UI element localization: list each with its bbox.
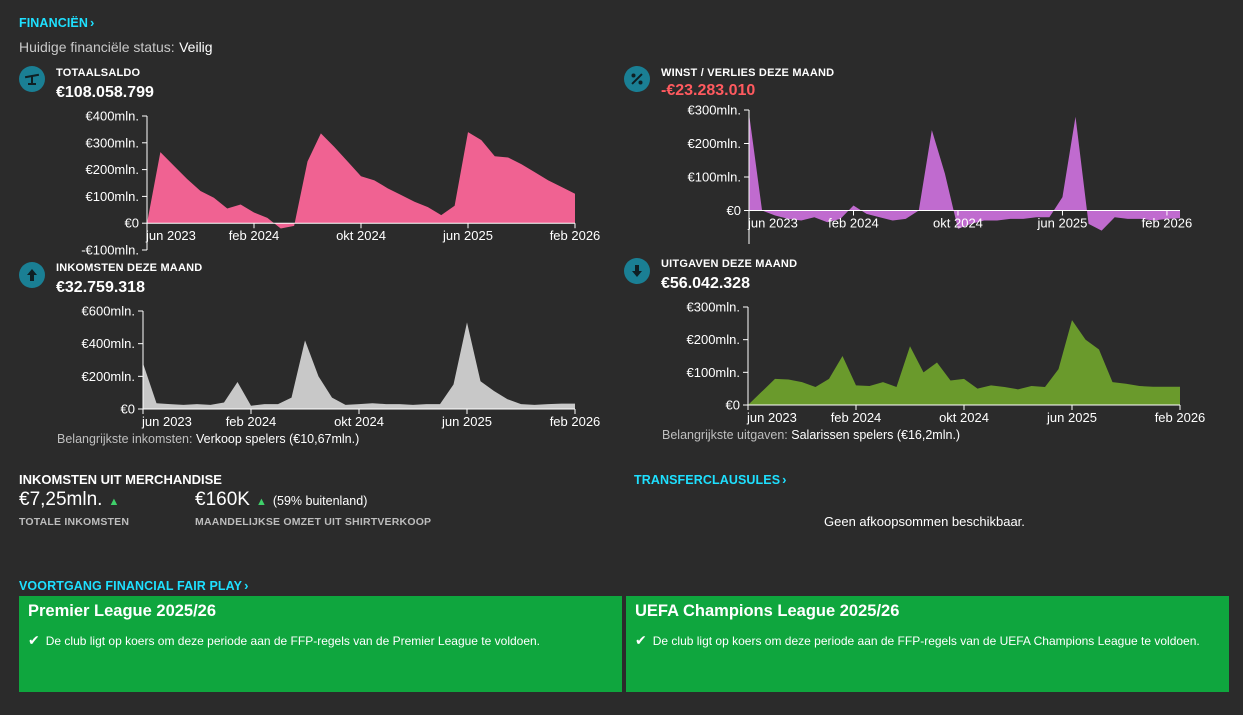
profit-chart: €0 €100mln. €200mln. €300mln. jun 2023 feb 20…: [688, 103, 1193, 244]
transferclausules-link-label: TRANSFERCLAUSULES: [634, 473, 781, 487]
expenses-value: €56.042.328: [661, 275, 750, 292]
x-tick-label: feb 2024: [226, 414, 277, 429]
profit-title: WINST / VERLIES DEZE MAAND: [661, 67, 835, 79]
merch-abroad-note: (59% buitenland): [272, 494, 368, 508]
expense-note-value: Salarissen spelers (€16,2mln.): [791, 428, 961, 442]
y-tick-label: €300mln.: [688, 103, 741, 118]
trend-up-icon: ▲: [108, 496, 120, 508]
x-tick-label: feb 2024: [831, 410, 882, 425]
x-tick-label: feb 2026: [1155, 410, 1206, 425]
y-tick-label: €400mln.: [82, 336, 135, 351]
merch-monthly: €160K ▲ (59% buitenland): [195, 489, 367, 511]
income-value: €32.759.318: [56, 279, 145, 296]
transfer-empty-message: Geen afkoopsommen beschikbaar.: [824, 514, 1025, 529]
balance-scale-icon: [19, 66, 45, 92]
ffp-premier-league-box: Premier League 2025/26 ✔ De club ligt op…: [19, 596, 622, 692]
ffp-champions-league-box: UEFA Champions League 2025/26 ✔ De club …: [626, 596, 1229, 692]
y-tick-label: €100mln.: [86, 189, 139, 204]
x-tick-label: feb 2024: [229, 228, 280, 243]
ffp-box-text: ✔ De club ligt op koers om deze periode …: [28, 631, 613, 651]
y-tick-label: €0: [125, 216, 139, 231]
y-tick-label: €300mln.: [687, 300, 740, 315]
financien-link[interactable]: FINANCIËN ›: [19, 15, 94, 30]
expense-note-label: Belangrijkste uitgaven:: [662, 428, 788, 442]
merch-total-label: TOTALE INKOMSTEN: [19, 516, 130, 528]
x-tick-label: jun 2025: [442, 228, 493, 243]
y-tick-label: €100mln.: [688, 170, 741, 185]
x-tick-label: okt 2024: [939, 410, 989, 425]
y-tick-label: €200mln.: [687, 332, 740, 347]
arrow-up-icon: [19, 262, 45, 288]
x-tick-label: jun 2025: [1037, 216, 1088, 231]
expenses-area: [748, 320, 1180, 405]
x-tick-label: okt 2024: [334, 414, 384, 429]
y-tick-label: €200mln.: [82, 369, 135, 384]
y-tick-label: €200mln.: [688, 136, 741, 151]
chevron-right-icon: ›: [89, 15, 95, 30]
y-tick-label: €600mln.: [82, 304, 135, 319]
x-tick-label: jun 2025: [1046, 410, 1097, 425]
x-tick-label: feb 2024: [828, 216, 879, 231]
x-tick-label: jun 2023: [747, 216, 798, 231]
ffp-link[interactable]: VOORTGANG FINANCIAL FAIR PLAY ›: [19, 578, 249, 593]
chevron-right-icon: ›: [244, 578, 249, 593]
income-title: INKOMSTEN DEZE MAAND: [56, 262, 203, 274]
income-chart: €0 €200mln. €400mln. €600mln. jun 2023 feb 20…: [82, 304, 601, 430]
ffp-box-message: De club ligt op koers om deze periode aa…: [45, 634, 541, 648]
profit-value: -€23.283.010: [661, 82, 756, 99]
y-tick-label: -€100mln.: [81, 243, 139, 258]
x-tick-label: jun 2023: [141, 414, 192, 429]
x-tick-label: okt 2024: [336, 228, 386, 243]
arrow-down-icon: [624, 258, 650, 284]
expense-main-note: Belangrijkste uitgaven: Salarissen spele…: [662, 428, 960, 442]
merch-monthly-value: €160K: [195, 489, 250, 510]
income-note-value: Verkoop spelers (€10,67mln.): [195, 432, 360, 446]
merch-monthly-label: MAANDELIJKSE OMZET UIT SHIRTVERKOOP: [195, 516, 432, 528]
merch-total-value: €7,25mln.: [19, 489, 103, 510]
balance-area: [147, 132, 575, 229]
expenses-title: UITGAVEN DEZE MAAND: [661, 258, 798, 270]
y-tick-label: €0: [121, 402, 135, 417]
y-tick-label: €0: [726, 398, 740, 413]
income-note-label: Belangrijkste inkomsten:: [57, 432, 193, 446]
financial-status: Huidige financiële status: Veilig: [19, 39, 213, 57]
check-icon: ✔: [28, 632, 40, 648]
balance-value: €108.058.799: [56, 84, 154, 101]
ffp-link-label: VOORTGANG FINANCIAL FAIR PLAY: [19, 579, 243, 593]
x-tick-label: jun 2025: [441, 414, 492, 429]
ffp-box-message: De club ligt op koers om deze periode aa…: [652, 634, 1200, 648]
percent-icon: [624, 66, 650, 92]
x-tick-label: okt 2024: [933, 216, 983, 231]
x-tick-label: feb 2026: [550, 414, 601, 429]
income-area: [143, 322, 575, 409]
chevron-right-icon: ›: [782, 472, 787, 487]
y-tick-label: €100mln.: [687, 365, 740, 380]
expenses-chart: €0 €100mln. €200mln. €300mln. jun 2023 feb 20…: [687, 300, 1206, 426]
merch-total: €7,25mln. ▲: [19, 489, 119, 511]
y-tick-label: €200mln.: [86, 162, 139, 177]
x-tick-label: jun 2023: [746, 410, 797, 425]
balance-title: TOTAALSALDO: [56, 67, 141, 79]
balance-chart: -€100mln. €0 €100mln. €200mln. €300mln. €400m…: [81, 109, 601, 258]
ffp-box-title: Premier League 2025/26: [28, 602, 217, 620]
trend-up-icon: ▲: [255, 496, 267, 508]
income-main-note: Belangrijkste inkomsten: Verkoop spelers…: [57, 432, 359, 446]
financien-link-label: FINANCIËN: [19, 16, 88, 30]
transferclausules-link[interactable]: TRANSFERCLAUSULES ›: [634, 472, 787, 487]
y-tick-label: €0: [727, 203, 741, 218]
status-label: Huidige financiële status:: [19, 39, 175, 55]
x-tick-label: feb 2026: [550, 228, 601, 243]
merch-title: INKOMSTEN UIT MERCHANDISE: [19, 472, 222, 487]
x-tick-label: jun 2023: [145, 228, 196, 243]
ffp-box-text: ✔ De club ligt op koers om deze periode …: [635, 631, 1220, 651]
ffp-box-title: UEFA Champions League 2025/26: [635, 602, 900, 620]
x-tick-label: feb 2026: [1142, 216, 1193, 231]
profit-area: [749, 113, 1180, 231]
y-tick-label: €400mln.: [86, 109, 139, 124]
check-icon: ✔: [635, 632, 647, 648]
status-value: Veilig: [179, 39, 213, 55]
y-tick-label: €300mln.: [86, 135, 139, 150]
